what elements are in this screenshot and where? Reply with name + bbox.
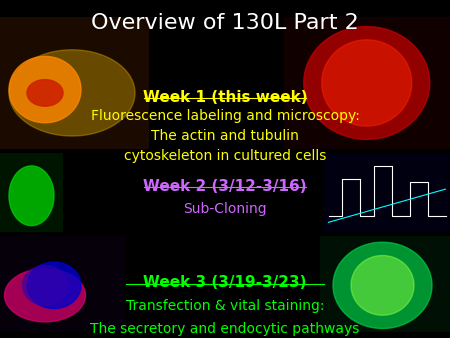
- Text: Overview of 130L Part 2: Overview of 130L Part 2: [91, 13, 359, 33]
- Text: Week 2 (3/12-3/16): Week 2 (3/12-3/16): [143, 179, 307, 194]
- Polygon shape: [351, 256, 414, 315]
- Bar: [0, 153, 63, 232]
- Polygon shape: [304, 27, 430, 139]
- Bar: [324, 153, 450, 232]
- Text: cytoskeleton in cultured cells: cytoskeleton in cultured cells: [124, 149, 326, 163]
- Text: Fluorescence labeling and microscopy:: Fluorescence labeling and microscopy:: [90, 110, 360, 123]
- Polygon shape: [27, 80, 63, 106]
- Text: Week 1 (this week): Week 1 (this week): [143, 90, 307, 104]
- Bar: [320, 236, 450, 332]
- Text: The secretory and endocytic pathways: The secretory and endocytic pathways: [90, 322, 360, 336]
- Text: The actin and tubulin: The actin and tubulin: [151, 129, 299, 143]
- Text: Transfection & vital staining:: Transfection & vital staining:: [126, 299, 324, 313]
- Polygon shape: [9, 50, 135, 136]
- Polygon shape: [9, 166, 54, 226]
- Polygon shape: [4, 269, 86, 322]
- Polygon shape: [333, 242, 432, 329]
- Text: Sub-Cloning: Sub-Cloning: [183, 202, 267, 216]
- Bar: [0, 236, 126, 332]
- Polygon shape: [322, 40, 412, 126]
- Bar: [0, 17, 148, 149]
- Text: Week 3 (3/19-3/23): Week 3 (3/19-3/23): [143, 275, 307, 290]
- Polygon shape: [22, 265, 68, 305]
- Bar: [284, 17, 450, 149]
- Polygon shape: [27, 262, 81, 309]
- Polygon shape: [9, 56, 81, 123]
